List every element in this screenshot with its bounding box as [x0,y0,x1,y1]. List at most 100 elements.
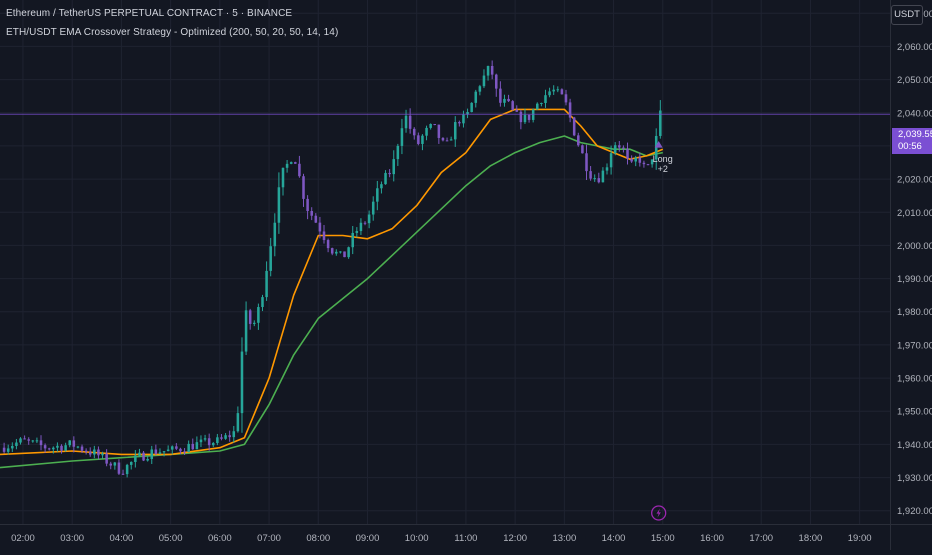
candle [408,108,412,134]
candle [609,145,613,175]
candle-body [519,111,523,123]
candle [220,434,223,441]
price-tick-label: 1,990.00 [897,274,932,285]
price-tick-label: 1,960.00 [897,374,932,385]
candle-body [552,89,555,92]
candle-body [166,449,170,452]
candle-body [72,440,76,447]
candle-body [564,94,568,103]
currency-button[interactable]: USDT [891,5,923,25]
candle [318,216,322,239]
candle [626,142,629,165]
candle [400,118,404,155]
candle [101,451,104,459]
price-tick-label: 2,040.00 [897,108,932,119]
long-count-label: +2 [658,164,668,174]
candle [503,94,506,107]
candle-body [445,140,449,142]
candle-body [659,110,662,136]
candle-body [314,215,318,223]
long-entry-marker[interactable]: Long+2 [653,140,673,174]
candle-body [220,437,223,439]
candle [453,116,457,147]
candle [445,137,449,142]
candle-body [335,251,338,254]
candle [261,294,264,312]
candle-body [347,247,350,258]
candle [597,172,601,184]
price-tick-label: 2,050.00 [897,75,932,86]
candle [35,437,39,444]
candle-body [47,448,51,450]
candle [84,448,88,455]
ema-fast-line [0,108,664,456]
candle-body [162,451,166,453]
time-tick-label: 13:00 [552,533,576,544]
candle [330,247,334,256]
time-axis[interactable]: 02:00 03:00 04:00 05:00 06:00 07:00 08:00 09:00… [11,533,871,544]
candle-body [437,124,441,138]
candle [298,155,301,178]
candle [429,123,432,130]
candle-body [253,322,256,324]
candle [462,110,465,128]
candle-body [80,446,84,451]
candle-body [638,157,642,163]
candle [556,86,560,93]
candle [363,221,367,226]
time-tick-label: 09:00 [356,533,380,544]
candle [93,445,96,459]
time-tick-label: 15:00 [651,533,675,544]
trade-markers[interactable]: Long+2 [651,140,673,521]
candle [191,438,195,450]
candles [2,60,662,478]
candle [355,227,359,238]
candle [536,102,539,110]
candle-body [400,128,404,146]
candle-body [138,452,141,456]
candle-body [605,167,609,171]
time-tick-label: 06:00 [208,533,232,544]
candle [15,438,18,450]
alert-marker[interactable] [651,505,667,521]
candle [76,445,80,449]
time-tick-label: 04:00 [110,533,134,544]
candle [60,444,63,454]
candle-body [556,89,560,91]
candle-body [113,462,117,466]
candle-body [536,103,539,110]
price-tick-label: 1,940.00 [897,440,932,451]
candle [64,442,67,452]
candle [183,448,186,455]
candle-body [43,445,47,449]
candle-body [560,89,564,95]
candle [212,441,215,448]
candle [207,433,211,451]
price-tick-label: 2,060.00 [897,42,932,53]
candle-body [105,453,108,464]
candle-body [93,449,96,455]
candle [216,433,219,446]
price-tick-label: 1,980.00 [897,307,932,318]
candle-body [199,439,203,443]
price-axis[interactable]: 2,070.002,060.002,050.002,040.002,030.00… [897,9,932,517]
candle [433,124,437,126]
strategy-title[interactable]: ETH/USDT EMA Crossover Strategy - Optimi… [6,27,339,38]
candle [335,249,338,256]
candle-body [88,451,92,455]
candle [179,447,182,455]
candle [359,218,363,235]
candle [11,442,14,453]
candle [129,461,133,470]
candle-body [363,222,367,224]
candle-body [60,445,63,451]
candle-body [212,443,215,446]
candle-body [486,66,490,76]
candle-body [146,458,149,461]
candle-body [622,147,625,149]
candle-body [261,297,264,308]
candle-body [2,447,6,452]
candle-body [269,246,272,271]
